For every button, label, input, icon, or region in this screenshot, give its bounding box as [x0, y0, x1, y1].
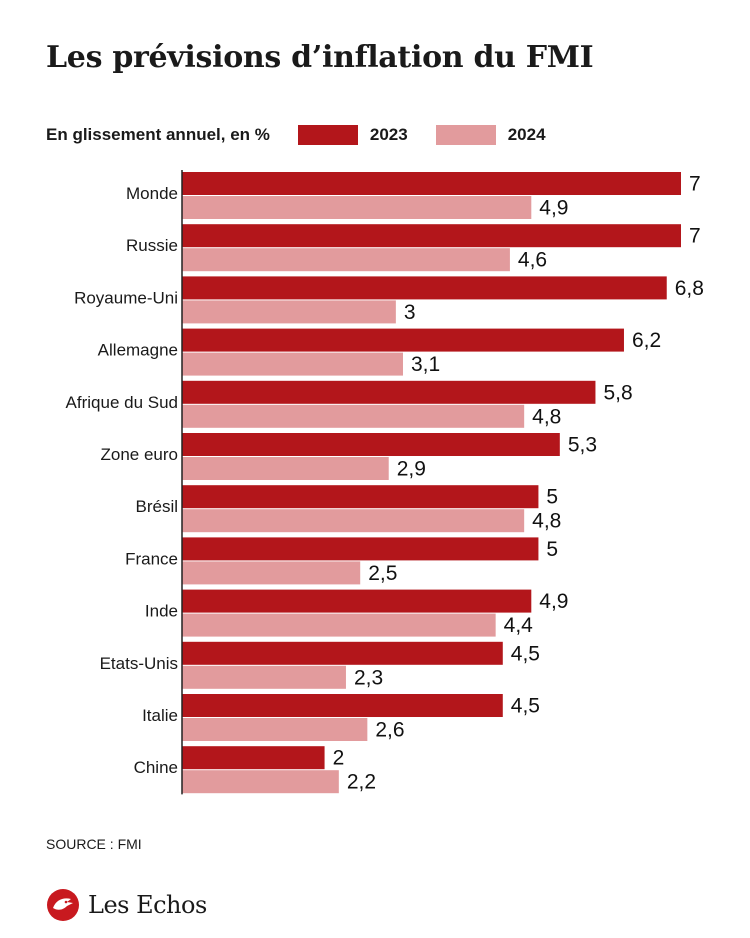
bar-2024 [182, 665, 346, 689]
category-label: Brésil [135, 497, 178, 516]
value-label-2024: 2,9 [397, 458, 426, 481]
value-label-2024: 3 [404, 301, 416, 324]
bar-chart: Monde 7 4,9 Russie 7 4,6 Royaume-Uni 6,8 3 Allema… [66, 170, 704, 795]
category-label: Etats-Unis [100, 654, 178, 673]
category-label: Zone euro [101, 445, 179, 464]
bar-2024 [182, 770, 339, 794]
bar-2023 [182, 694, 503, 717]
source-note: SOURCE : FMI [46, 836, 142, 852]
legend-item-2024: 2024 [435, 125, 546, 145]
legend-row: En glissement annuel, en % 2023 2024 [46, 122, 546, 148]
category-label: Allemagne [98, 341, 178, 360]
value-label-2024: 4,8 [532, 510, 561, 533]
value-label-2023: 5,3 [568, 434, 597, 457]
value-label-2023: 5 [546, 486, 558, 509]
bar-2024 [182, 509, 525, 533]
category-label: France [125, 549, 178, 568]
legend-item-2023: 2023 [297, 125, 408, 145]
value-label-2024: 2,3 [354, 666, 383, 689]
bar-2024 [182, 613, 496, 637]
bar-2023 [182, 380, 596, 404]
bar-2023 [182, 224, 681, 248]
chart-subtitle: En glissement annuel, en % [46, 125, 270, 144]
bar-2023 [182, 433, 560, 456]
value-label-2023: 5,8 [603, 381, 632, 404]
value-label-2023: 4,5 [511, 695, 540, 718]
value-label-2023: 4,9 [539, 590, 568, 613]
bar-2023 [182, 641, 503, 665]
value-label-2024: 3,1 [411, 353, 440, 376]
value-label-2023: 7 [689, 173, 701, 196]
bar-2024 [182, 404, 525, 428]
bar-2024 [182, 196, 532, 219]
echos-emblem-icon [47, 889, 79, 921]
bar-2024 [182, 248, 510, 272]
value-label-2024: 2,5 [368, 562, 397, 585]
value-label-2024: 4,8 [532, 405, 561, 428]
bar-2023 [182, 172, 681, 195]
bar-2023 [182, 589, 532, 613]
category-label: Afrique du Sud [66, 393, 178, 412]
legend-label-2024: 2024 [507, 125, 546, 144]
category-label: Royaume-Uni [74, 288, 178, 307]
les-echos-logo: Les Echos [46, 888, 207, 922]
legend-swatch-2024 [435, 125, 496, 145]
bar-2023 [182, 276, 667, 300]
value-label-2024: 4,4 [504, 614, 534, 637]
value-label-2023: 5 [546, 538, 558, 561]
logo-text: Les Echos [88, 891, 207, 919]
category-label: Inde [145, 602, 178, 621]
value-label-2024: 2,2 [347, 771, 376, 794]
bar-2024 [182, 457, 389, 480]
bar-2023 [182, 537, 539, 561]
bar-2024 [182, 718, 368, 741]
chart-title: Les prévisions d’inflation du FMI [46, 40, 594, 75]
value-label-2023: 6,8 [675, 277, 704, 300]
value-label-2024: 4,9 [539, 197, 568, 220]
bar-2023 [182, 328, 624, 352]
value-label-2023: 7 [689, 225, 701, 248]
legend-swatch-2023 [297, 125, 358, 145]
value-label-2023: 6,2 [632, 329, 661, 352]
bar-2023 [182, 485, 539, 509]
category-label: Monde [126, 184, 178, 203]
bar-2023 [182, 746, 325, 770]
category-label: Russie [126, 236, 178, 255]
value-label-2023: 4,5 [511, 642, 540, 665]
value-label-2023: 2 [333, 747, 345, 770]
value-label-2024: 2,6 [375, 719, 404, 742]
bar-2024 [182, 561, 361, 585]
bar-2024 [182, 352, 403, 376]
category-label: Chine [134, 758, 178, 777]
bar-2024 [182, 300, 396, 324]
value-label-2024: 4,6 [518, 249, 547, 272]
category-label: Italie [142, 706, 178, 725]
legend-label-2023: 2023 [369, 125, 408, 144]
